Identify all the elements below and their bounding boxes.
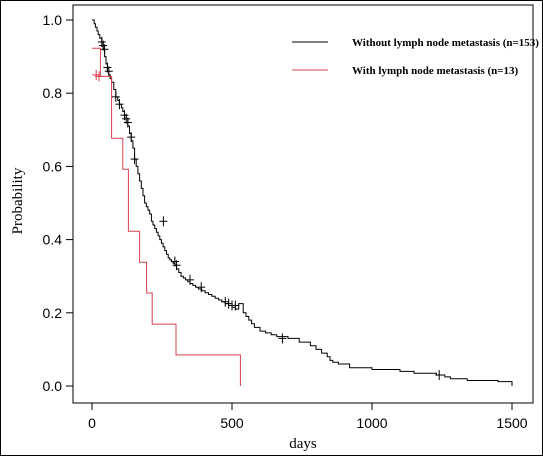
series-layer bbox=[92, 19, 513, 386]
legend-label-series-2: With lymph node metastasis (n=13) bbox=[352, 65, 519, 77]
x-axis-title: days bbox=[289, 436, 317, 452]
x-tick-label: 1500 bbox=[496, 415, 527, 431]
y-tick-label: 0.8 bbox=[43, 85, 63, 101]
legend-label-series-1: Without lymph node metastasis (n=153) bbox=[352, 37, 539, 49]
x-axis: 0 500 1000 1500 bbox=[88, 402, 528, 431]
km-curve-series-2 bbox=[92, 47, 241, 386]
legend: Without lymph node metastasis (n=153) Wit… bbox=[292, 37, 539, 77]
y-tick-label: 0.6 bbox=[43, 158, 63, 174]
y-axis-title: Probability bbox=[10, 167, 26, 234]
y-tick-label: 0.0 bbox=[43, 378, 63, 394]
y-tick-label: 0.2 bbox=[43, 305, 63, 321]
x-tick-label: 1000 bbox=[356, 415, 387, 431]
y-tick-label: 1.0 bbox=[43, 12, 63, 28]
x-tick-label: 0 bbox=[88, 415, 96, 431]
x-tick-label: 500 bbox=[220, 415, 244, 431]
y-tick-label: 0.4 bbox=[43, 232, 63, 248]
y-axis: 0.0 0.2 0.4 0.6 0.8 1.0 bbox=[43, 12, 74, 394]
